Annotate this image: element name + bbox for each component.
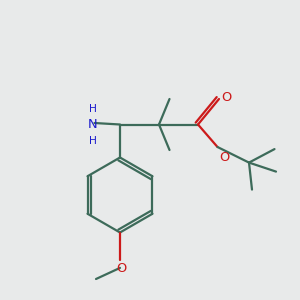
Text: N: N: [88, 118, 98, 131]
Text: H: H: [89, 136, 97, 146]
Text: O: O: [221, 91, 232, 104]
Text: O: O: [219, 151, 229, 164]
Text: O: O: [116, 262, 126, 275]
Text: H: H: [89, 104, 97, 114]
